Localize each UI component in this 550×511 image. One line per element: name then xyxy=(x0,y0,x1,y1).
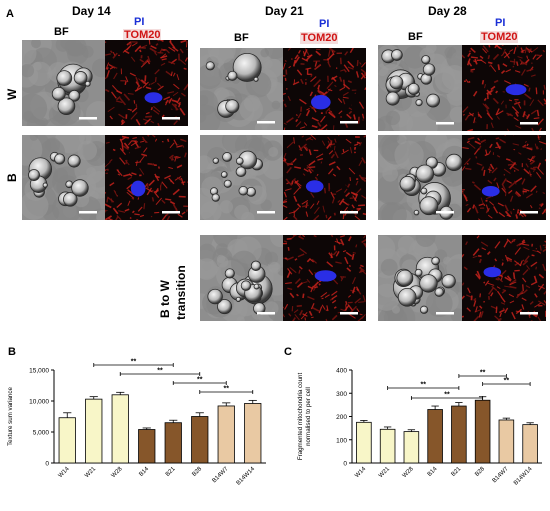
chart-c-y-axis-label: Fragmented mitochondria countnormalised … xyxy=(297,373,312,461)
micrograph-b-day21-bf xyxy=(200,135,283,220)
chart-c-y-tick-label: 0 xyxy=(343,461,347,468)
chart-b-significance-label: ** xyxy=(224,386,230,393)
chart-c-y-tick-label: 400 xyxy=(336,368,347,375)
chart-b-y-tick-label: 5,000 xyxy=(33,430,50,437)
chart-b-y-tick-label: 15,000 xyxy=(29,368,49,375)
micrograph-bw-day21-tom20 xyxy=(283,235,366,321)
micrograph-w-day28-tom20 xyxy=(462,45,546,131)
pi-label-col3: PI xyxy=(495,17,506,29)
chart-b-category-label: B14 xyxy=(138,466,150,478)
chart-c-significance-label: ** xyxy=(480,370,486,377)
chart-c-category-label: B14W7 xyxy=(492,466,511,485)
chart-c-bar-b14w14 xyxy=(522,424,538,464)
chart-c-y-tick-label: 200 xyxy=(336,414,347,421)
micrograph-b-day28-bf xyxy=(378,135,462,220)
chart-c-category-label: B21 xyxy=(450,466,462,478)
micrograph-w-day28-bf xyxy=(378,45,462,131)
chart-c-bar-w14 xyxy=(356,421,372,464)
tom20-label-col1: TOM20 xyxy=(123,29,162,41)
micrograph-b-day28-tom20 xyxy=(462,135,546,220)
chart-c-y-tick-label: 100 xyxy=(336,437,347,444)
micrograph-w-day14-bf xyxy=(22,40,105,126)
chart-b-significance-label: ** xyxy=(197,377,203,384)
chart-b-bar-b14w14 xyxy=(244,403,262,464)
chart-c-category-label: B14W14 xyxy=(513,466,534,487)
chart-b-category-label: B21 xyxy=(165,466,177,478)
chart-c-category-label: W21 xyxy=(378,466,391,479)
row-label-transition: transition xyxy=(174,265,188,320)
chart-c-significance-label: ** xyxy=(421,382,427,389)
row-label-b: B xyxy=(5,173,19,182)
chart-c-bar-w21 xyxy=(379,428,396,464)
bf-label-col2: BF xyxy=(234,32,249,44)
chart-b-category-label: W28 xyxy=(111,466,124,479)
micrograph-w-day14-tom20 xyxy=(105,40,188,126)
tom20-label-col2: TOM20 xyxy=(300,32,339,44)
chart-c-significance-label: ** xyxy=(504,378,510,385)
row-label-b-to-w: B to W xyxy=(158,280,172,318)
chart-b-y-tick-label: 0 xyxy=(45,461,49,468)
bf-label-col3: BF xyxy=(408,31,423,43)
chart-b-y-axis-label: Texture sum variance xyxy=(7,387,14,446)
chart-c-bar-b14 xyxy=(427,409,443,464)
chart-b-bar-w28 xyxy=(111,394,129,464)
chart-c-significance-label: ** xyxy=(444,392,450,399)
micrograph-b-day21-tom20 xyxy=(283,135,366,220)
micrograph-b-day14-tom20 xyxy=(105,135,188,220)
day-21-label: Day 21 xyxy=(265,4,304,18)
chart-c-category-label: W14 xyxy=(354,466,367,479)
micrograph-w-day21-bf xyxy=(200,48,283,130)
day-14-label: Day 14 xyxy=(72,4,111,18)
chart-b-category-label: B14W14 xyxy=(236,466,257,487)
row-label-w: W xyxy=(5,88,19,100)
chart-b-significance-label: ** xyxy=(157,368,163,375)
panel-b-letter: B xyxy=(8,346,16,358)
chart-b-y-tick-label: 10,000 xyxy=(29,399,49,406)
chart-c-y-tick-label: 300 xyxy=(336,391,347,398)
chart-c-bar-w28 xyxy=(403,431,420,464)
micrograph-bw-day28-tom20 xyxy=(462,235,546,321)
pi-label-col2: PI xyxy=(319,18,330,30)
chart-b-category-label: W21 xyxy=(84,466,97,479)
chart-c-bar-b14w7 xyxy=(498,419,515,464)
bf-label-col1: BF xyxy=(54,26,69,38)
chart-b-bar-b28 xyxy=(191,416,209,464)
chart-c-category-label: W28 xyxy=(402,466,415,479)
micrograph-bw-day21-bf xyxy=(200,235,283,321)
panel-a-letter: A xyxy=(6,8,14,20)
chart-b-significance-label: ** xyxy=(131,359,137,366)
panel-c-letter: C xyxy=(284,346,292,358)
chart-b-bar-b21 xyxy=(164,422,182,464)
texture-variance-chart: 0 5,000 10,000 15,000 Texture sum variance W1… xyxy=(7,359,266,487)
day-28-label: Day 28 xyxy=(428,4,467,18)
chart-b-bar-b14w7 xyxy=(217,405,235,464)
pi-label-col1: PI xyxy=(134,16,145,28)
chart-c-bar-b28 xyxy=(474,399,491,464)
chart-c-bar-b21 xyxy=(451,405,467,464)
chart-c-category-label: B14 xyxy=(427,466,439,478)
micrograph-b-day14-bf xyxy=(22,135,105,220)
chart-b-category-label: W14 xyxy=(58,466,71,479)
chart-b-category-label: B14W7 xyxy=(212,466,231,485)
fragmented-mitochondria-chart: 0 100 200 300 400 Fragmented mitochondria cou… xyxy=(297,368,542,487)
chart-c-category-label: B28 xyxy=(474,466,486,478)
micrograph-bw-day28-bf xyxy=(378,235,462,321)
chart-b-category-label: B28 xyxy=(191,466,203,478)
tom20-label-col3: TOM20 xyxy=(480,31,519,43)
chart-b-bar-b14 xyxy=(138,429,156,464)
chart-b-bar-w14 xyxy=(58,417,76,464)
micrograph-w-day21-tom20 xyxy=(283,48,366,130)
chart-b-bar-w21 xyxy=(85,398,103,464)
